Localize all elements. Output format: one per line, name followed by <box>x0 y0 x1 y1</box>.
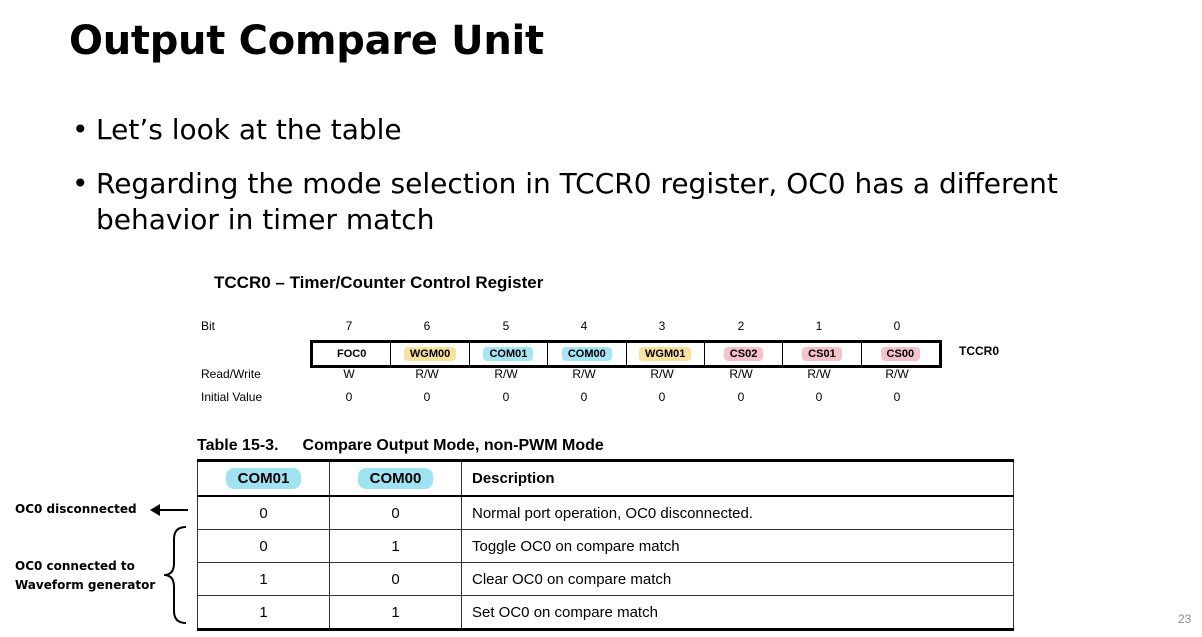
register-bit-field: FOC0 WGM00 COM01 COM00 WGM01 CS02 CS01 C… <box>310 340 942 368</box>
register-bit-cell: CS00 <box>862 343 939 365</box>
table-row: 0 1 Toggle OC0 on compare match <box>197 529 1014 563</box>
left-arrow-icon <box>150 504 188 516</box>
table-cell: 1 <box>329 595 462 631</box>
annotation-connected-line: OC0 connected to <box>15 559 135 573</box>
bit-initial-value: 0 <box>580 390 588 404</box>
table-cell: Set OC0 on compare match <box>461 595 1014 631</box>
bit-access: R/W <box>415 367 439 381</box>
annotation-disconnected: OC0 disconnected <box>15 502 137 516</box>
bit-name: CS02 <box>723 347 764 361</box>
table-cell: 0 <box>197 529 330 563</box>
table-header-row: COM01 COM00 Description <box>197 459 1014 497</box>
register-bit-cell: WGM01 <box>627 343 705 365</box>
bit-initial-value: 0 <box>502 390 510 404</box>
table-row: 1 0 Clear OC0 on compare match <box>197 562 1014 596</box>
annotation-connected-line: Waveform generator <box>15 578 156 592</box>
curly-brace-icon <box>163 526 187 624</box>
slide-title: Output Compare Unit <box>69 18 544 64</box>
bit-access: R/W <box>885 367 909 381</box>
column-header-com01: COM01 <box>197 459 330 497</box>
bullet-list: Let’s look at the table Regarding the mo… <box>72 112 1182 256</box>
bit-initial-value: 0 <box>737 390 745 404</box>
register-bit-cell: CS01 <box>783 343 862 365</box>
bit-name: FOC0 <box>337 348 367 360</box>
table-cell: 1 <box>197 595 330 631</box>
table-row: 1 1 Set OC0 on compare match <box>197 595 1014 631</box>
bit-number: 6 <box>423 319 431 333</box>
table-cell: 0 <box>329 562 462 596</box>
bit-name: COM00 <box>561 347 612 361</box>
register-bit-cell: WGM00 <box>391 343 470 365</box>
bit-number: 4 <box>580 319 588 333</box>
bit-number: 1 <box>815 319 823 333</box>
bit-initial-value: 0 <box>658 390 666 404</box>
bit-access: R/W <box>494 367 518 381</box>
table-cell: 0 <box>197 495 330 530</box>
register-bit-cell: FOC0 <box>313 343 392 365</box>
bit-name: COM01 <box>483 347 534 361</box>
table-cell: Normal port operation, OC0 disconnected. <box>461 495 1014 530</box>
bullet-item: Regarding the mode selection in TCCR0 re… <box>72 166 1182 238</box>
initial-value-row-label: Initial Value <box>201 390 263 404</box>
table-cell: Toggle OC0 on compare match <box>461 529 1014 563</box>
annotation-connected: OC0 connected to Waveform generator <box>15 557 155 595</box>
register-title: TCCR0 – Timer/Counter Control Register <box>214 273 544 292</box>
bit-access: R/W <box>650 367 674 381</box>
register-bit-cell: CS02 <box>705 343 784 365</box>
table-cell: 1 <box>197 562 330 596</box>
bit-number: 5 <box>502 319 510 333</box>
register-bit-cell: COM01 <box>470 343 549 365</box>
bit-access: W <box>343 367 355 381</box>
column-header-com00: COM00 <box>329 459 462 497</box>
bit-name: WGM01 <box>639 347 692 361</box>
column-header-description: Description <box>461 459 1014 497</box>
bit-initial-value: 0 <box>423 390 431 404</box>
bit-access: R/W <box>729 367 753 381</box>
bit-row-label: Bit <box>201 319 216 333</box>
bit-initial-value: 0 <box>345 390 353 404</box>
bit-access: R/W <box>572 367 596 381</box>
bit-name: WGM00 <box>403 347 457 361</box>
bit-number: 2 <box>737 319 745 333</box>
page-number: 23 <box>1178 612 1192 626</box>
bit-initial-value: 0 <box>893 390 901 404</box>
table-cell: Clear OC0 on compare match <box>461 562 1014 596</box>
bit-number: 7 <box>345 319 353 333</box>
bit-number: 3 <box>658 319 666 333</box>
bit-initial-value: 0 <box>815 390 823 404</box>
table-row: 0 0 Normal port operation, OC0 disconnec… <box>197 495 1014 530</box>
table-cell: 0 <box>329 495 462 530</box>
bit-access: R/W <box>807 367 831 381</box>
register-bit-cell: COM00 <box>548 343 627 365</box>
bit-name: CS00 <box>880 347 921 361</box>
register-name: TCCR0 <box>959 344 1000 358</box>
read-write-row-label: Read/Write <box>201 367 261 381</box>
compare-output-mode-table: COM01 COM00 Description 0 0 Normal port … <box>197 459 1014 631</box>
table-cell: 1 <box>329 529 462 563</box>
table-caption: Table 15-3. Compare Output Mode, non-PWM … <box>197 437 604 455</box>
bullet-item: Let’s look at the table <box>72 112 1182 148</box>
table-number: Table 15-3. <box>197 437 279 454</box>
bit-number: 0 <box>893 319 901 333</box>
table-caption-text: Compare Output Mode, non-PWM Mode <box>302 437 604 454</box>
bit-name: CS01 <box>802 347 842 361</box>
